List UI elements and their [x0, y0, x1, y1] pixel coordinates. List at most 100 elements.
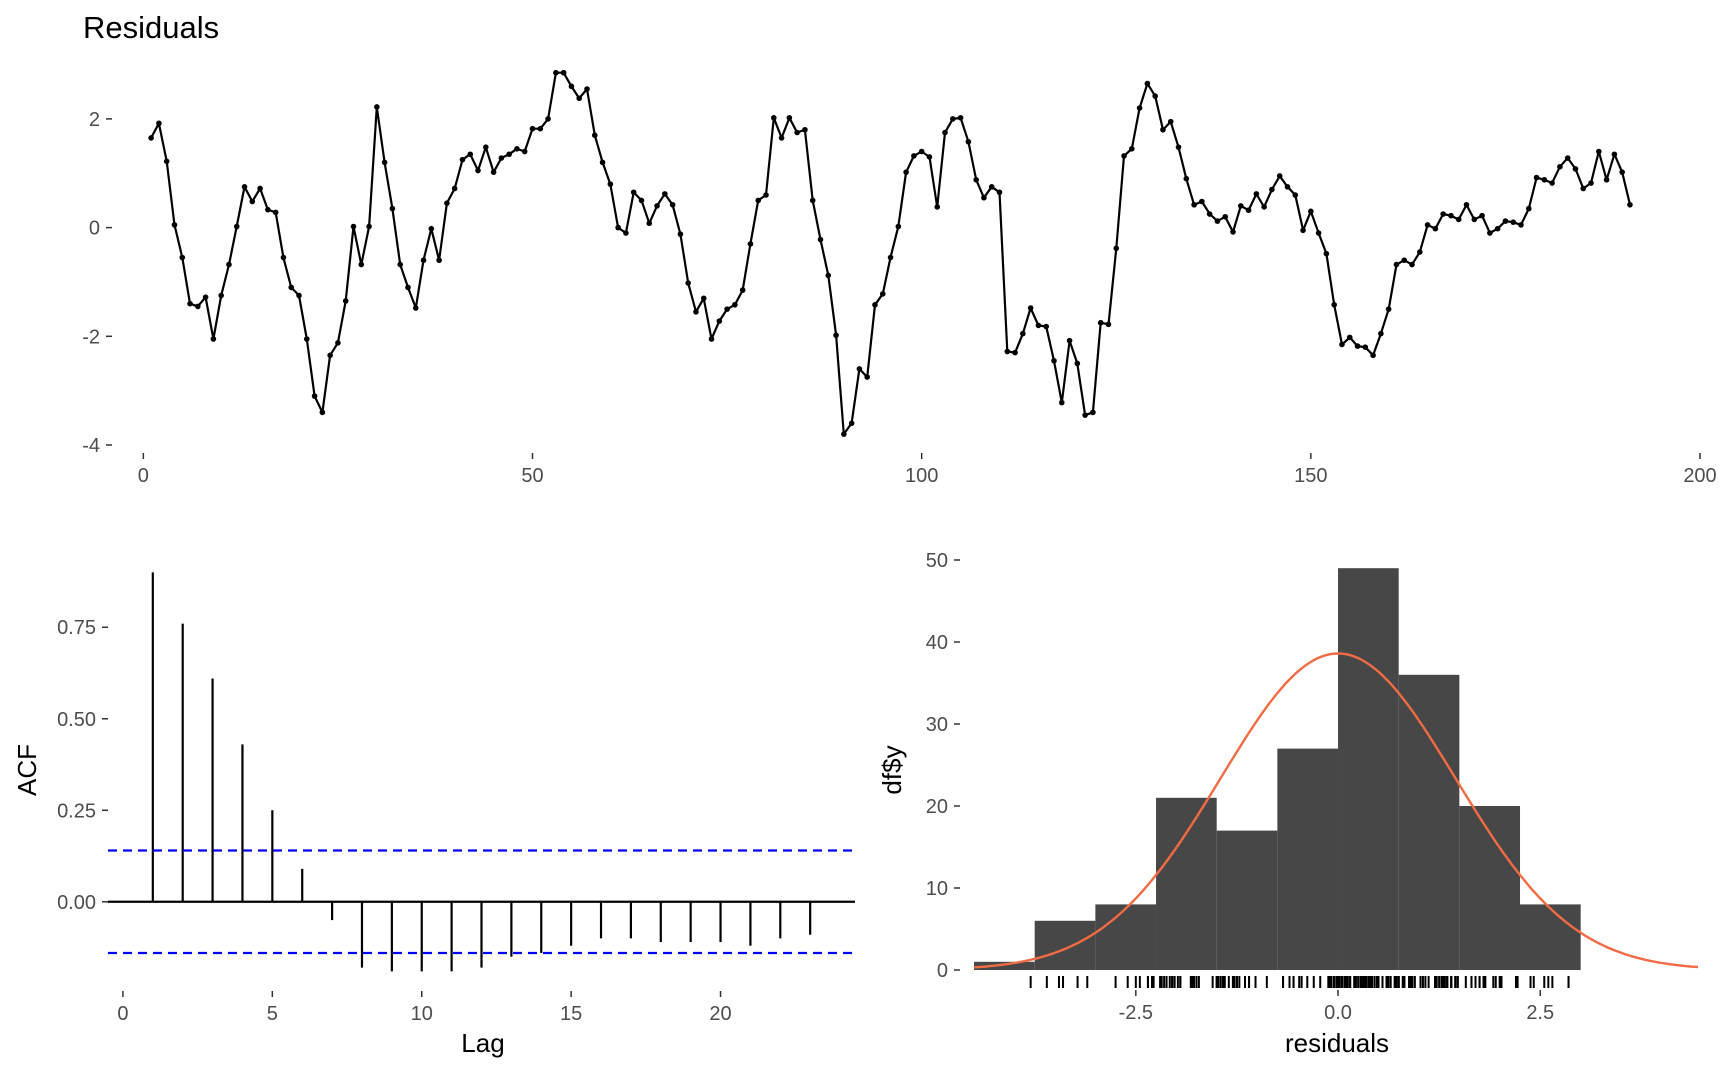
residual-point — [319, 409, 326, 416]
residual-point — [210, 336, 217, 342]
x-tick-label: 50 — [521, 465, 543, 487]
residual-point — [1237, 203, 1244, 209]
residual-point — [950, 116, 956, 122]
residual-point — [233, 223, 240, 230]
residual-point — [1027, 305, 1034, 311]
residual-point — [475, 167, 481, 174]
y-axis-title: ACF — [12, 744, 42, 796]
residual-point — [1230, 229, 1236, 235]
residual-point — [1308, 208, 1314, 215]
y-tick-label: -2 — [82, 326, 100, 348]
residual-point — [1035, 322, 1042, 329]
residual-point — [1510, 219, 1517, 225]
y-tick-label: 30 — [926, 714, 948, 736]
residual-point — [1066, 337, 1073, 344]
x-tick-label: -2.5 — [1119, 1002, 1153, 1024]
residual-point — [1323, 250, 1330, 257]
residual-point — [732, 301, 738, 308]
residual-point — [1378, 330, 1384, 337]
normal-density-curve — [973, 652, 1699, 969]
x-tick-label: 100 — [905, 465, 938, 487]
x-tick-label: 2.5 — [1526, 1002, 1554, 1024]
residual-point — [366, 223, 372, 230]
residual-point — [179, 254, 186, 261]
y-tick-label: 40 — [926, 632, 948, 654]
y-tick-label: 2 — [89, 109, 100, 131]
residual-point — [981, 194, 987, 201]
residual-point — [584, 86, 590, 92]
residual-point — [1292, 192, 1299, 198]
residual-point — [350, 223, 357, 230]
residual-point — [1448, 212, 1454, 219]
residual-point — [654, 203, 660, 209]
residual-point — [553, 69, 559, 76]
residual-point — [303, 336, 310, 342]
residual-point — [872, 301, 878, 308]
residual-point — [1144, 80, 1151, 87]
residual-point — [887, 254, 894, 261]
residual-point — [623, 230, 629, 236]
residual-point — [599, 159, 606, 166]
residual-point — [708, 336, 715, 342]
residual-point — [786, 115, 793, 121]
y-tick-label: 0.25 — [57, 800, 96, 822]
residual-point — [739, 287, 746, 293]
y-tick-label: 10 — [926, 878, 948, 900]
residual-point — [568, 83, 575, 90]
residual-point — [1206, 211, 1213, 217]
residual-point — [1339, 341, 1345, 348]
residual-point — [638, 197, 645, 204]
residual-point — [537, 125, 544, 132]
chart-title: Residuals — [83, 10, 219, 45]
x-tick-label: 0 — [138, 465, 149, 487]
y-tick-label: 0.75 — [57, 617, 96, 639]
residual-point — [662, 191, 668, 197]
residual-point — [864, 374, 870, 380]
residual-point — [342, 298, 349, 304]
residual-point — [311, 393, 318, 399]
residual-point — [1222, 213, 1229, 220]
residual-point — [1494, 225, 1501, 232]
residual-point — [1409, 261, 1415, 268]
residual-point — [841, 431, 847, 437]
residual-point — [148, 135, 154, 141]
residual-point — [280, 254, 287, 261]
residual-point — [156, 120, 162, 127]
residual-point — [1572, 166, 1579, 172]
x-axis-title: residuals — [1285, 1028, 1389, 1058]
residual-point — [1518, 222, 1524, 228]
residual-point — [693, 309, 699, 315]
histogram-bar — [1520, 904, 1581, 970]
residual-point — [1276, 173, 1283, 179]
residual-point — [1058, 399, 1065, 406]
residual-point — [187, 300, 193, 307]
residual-point — [288, 284, 295, 291]
residual-point — [444, 200, 450, 206]
residual-point — [1269, 186, 1275, 193]
residual-point — [1315, 230, 1322, 236]
residual-point — [1167, 118, 1174, 125]
x-tick-label: 5 — [267, 1003, 278, 1025]
residual-point — [1043, 323, 1050, 330]
residual-point — [545, 116, 551, 122]
residual-point — [506, 151, 512, 158]
residual-point — [926, 154, 933, 160]
residual-point — [1004, 348, 1011, 355]
residual-point — [879, 291, 886, 297]
residual-point — [1105, 321, 1112, 328]
residual-point — [1090, 409, 1096, 416]
residual-point — [817, 236, 824, 243]
residual-point — [770, 115, 777, 121]
x-tick-label: 15 — [560, 1003, 582, 1025]
residual-point — [1432, 225, 1439, 232]
histogram-bar — [1034, 920, 1096, 970]
residual-point — [1580, 185, 1587, 192]
residual-point — [677, 231, 684, 237]
residual-point — [1385, 306, 1392, 312]
residual-point — [521, 148, 528, 155]
residual-point — [1603, 176, 1610, 183]
residual-point — [1471, 216, 1478, 223]
residual-point — [498, 155, 505, 161]
histogram-bar — [1156, 797, 1217, 970]
